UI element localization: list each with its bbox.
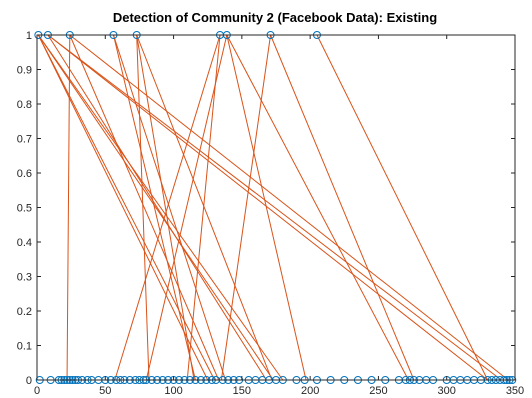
edge-line-3 [37,34,284,381]
y-tick-label-10: 1 [26,30,32,42]
edges-layer [37,34,509,381]
y-tick-label-1: 0.1 [17,341,32,353]
edge-line-10 [112,34,196,381]
edge-line-21 [270,34,415,381]
y-tick-label-0: 0 [26,375,32,387]
edge-line-2 [37,34,274,381]
y-tick-label-4: 0.4 [17,237,32,249]
edge-line-5 [47,34,502,381]
edge-line-1 [37,34,215,381]
y-tick-label-5: 0.5 [17,203,32,215]
edge-line-9 [69,34,509,381]
edge-line-4 [47,34,488,381]
y-tick-label-2: 0.2 [17,306,32,318]
edge-line-12 [136,34,150,381]
x-tick-label-5: 250 [369,385,387,397]
x-tick-label-3: 150 [233,385,251,397]
y-tick-label-9: 0.9 [17,65,32,77]
axes-layer: 0 50 100 150 200 250 300 350 0 0.1 0.2 0.3 0.4 0.5 0.6… [17,30,524,397]
x-tick-label-6: 300 [438,385,456,397]
x-tick-label-1: 50 [99,385,111,397]
edge-line-8 [69,34,220,381]
x-tick-label-7: 350 [506,385,524,397]
edge-line-22 [316,34,489,381]
edge-line-20 [220,34,272,381]
y-tick-label-3: 0.3 [17,272,32,284]
x-tick-label-2: 100 [164,385,182,397]
edge-line-11 [113,34,226,381]
edge-line-19 [226,34,409,381]
x-tick-label-0: 0 [34,385,40,397]
y-tick-label-7: 0.7 [17,134,32,146]
edge-line-17 [145,34,228,381]
y-tick-label-8: 0.8 [17,99,32,111]
edge-line-16 [186,34,221,381]
edge-line-13 [136,34,195,381]
x-tick-label-4: 200 [301,385,319,397]
edge-line-0 [37,34,209,381]
chart-title: Detection of Community 2 (Facebook Data)… [113,10,437,25]
y-tick-label-6: 0.6 [17,168,32,180]
edge-line-15 [114,34,221,381]
edge-line-14 [136,34,273,381]
edge-line-7 [66,34,71,381]
edge-line-18 [226,34,307,381]
